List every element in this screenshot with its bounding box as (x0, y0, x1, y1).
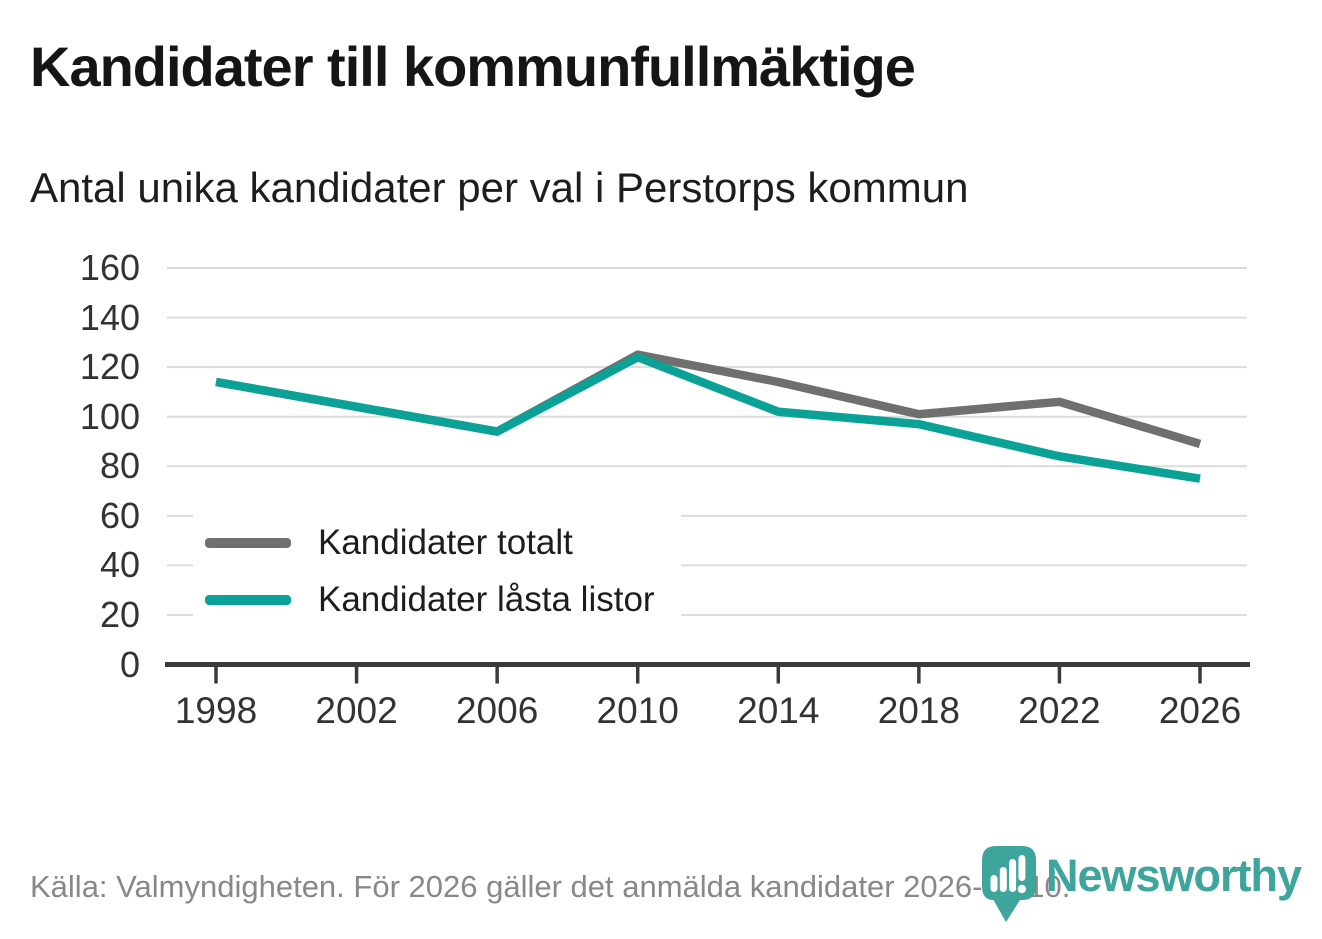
legend-item-lasta-listor: Kandidater låsta listor (205, 582, 655, 618)
y-tick-label-0: 0 (119, 643, 140, 685)
series-line-kandidater-l-sta-listor (215, 352, 1201, 483)
legend-swatch-totalt (205, 538, 291, 548)
legend: Kandidater totalt Kandidater låsta listo… (193, 509, 681, 638)
newsworthy-pin-icon (982, 846, 1036, 922)
legend-swatch-lasta-listor (205, 595, 291, 605)
y-tick-label-40: 40 (99, 544, 140, 586)
x-tick-label-2022: 2022 (1018, 690, 1101, 731)
source-note: Källa: Valmyndigheten. För 2026 gäller d… (30, 869, 1071, 904)
y-tick-label-20: 20 (99, 593, 140, 635)
x-tick-label-2014: 2014 (737, 690, 820, 731)
legend-label-lasta-listor: Kandidater låsta listor (318, 580, 655, 619)
chart-subtitle: Antal unika kandidater per val i Perstor… (30, 164, 969, 211)
x-tick-label-2010: 2010 (596, 690, 679, 731)
bar-chart-icon (990, 855, 1027, 894)
x-tick-label-2002: 2002 (315, 690, 398, 731)
y-tick-label-60: 60 (99, 494, 140, 536)
y-tick-label-120: 120 (79, 346, 140, 388)
y-tick-label-100: 100 (79, 395, 140, 437)
chart-title: Kandidater till kommunfullmäktige (30, 35, 916, 98)
legend-label-totalt: Kandidater totalt (318, 523, 573, 562)
x-tick-label-2026: 2026 (1158, 690, 1242, 731)
legend-item-totalt: Kandidater totalt (205, 525, 655, 561)
x-tick-label-2006: 2006 (455, 690, 539, 731)
x-tick-label-2018: 2018 (877, 690, 960, 731)
y-tick-label-160: 160 (79, 247, 140, 288)
y-tick-label-80: 80 (99, 445, 140, 487)
y-tick-label-140: 140 (79, 296, 140, 338)
x-tick-label-1998: 1998 (174, 690, 258, 731)
newsworthy-wordmark[interactable]: Newsworthy (1046, 850, 1302, 901)
